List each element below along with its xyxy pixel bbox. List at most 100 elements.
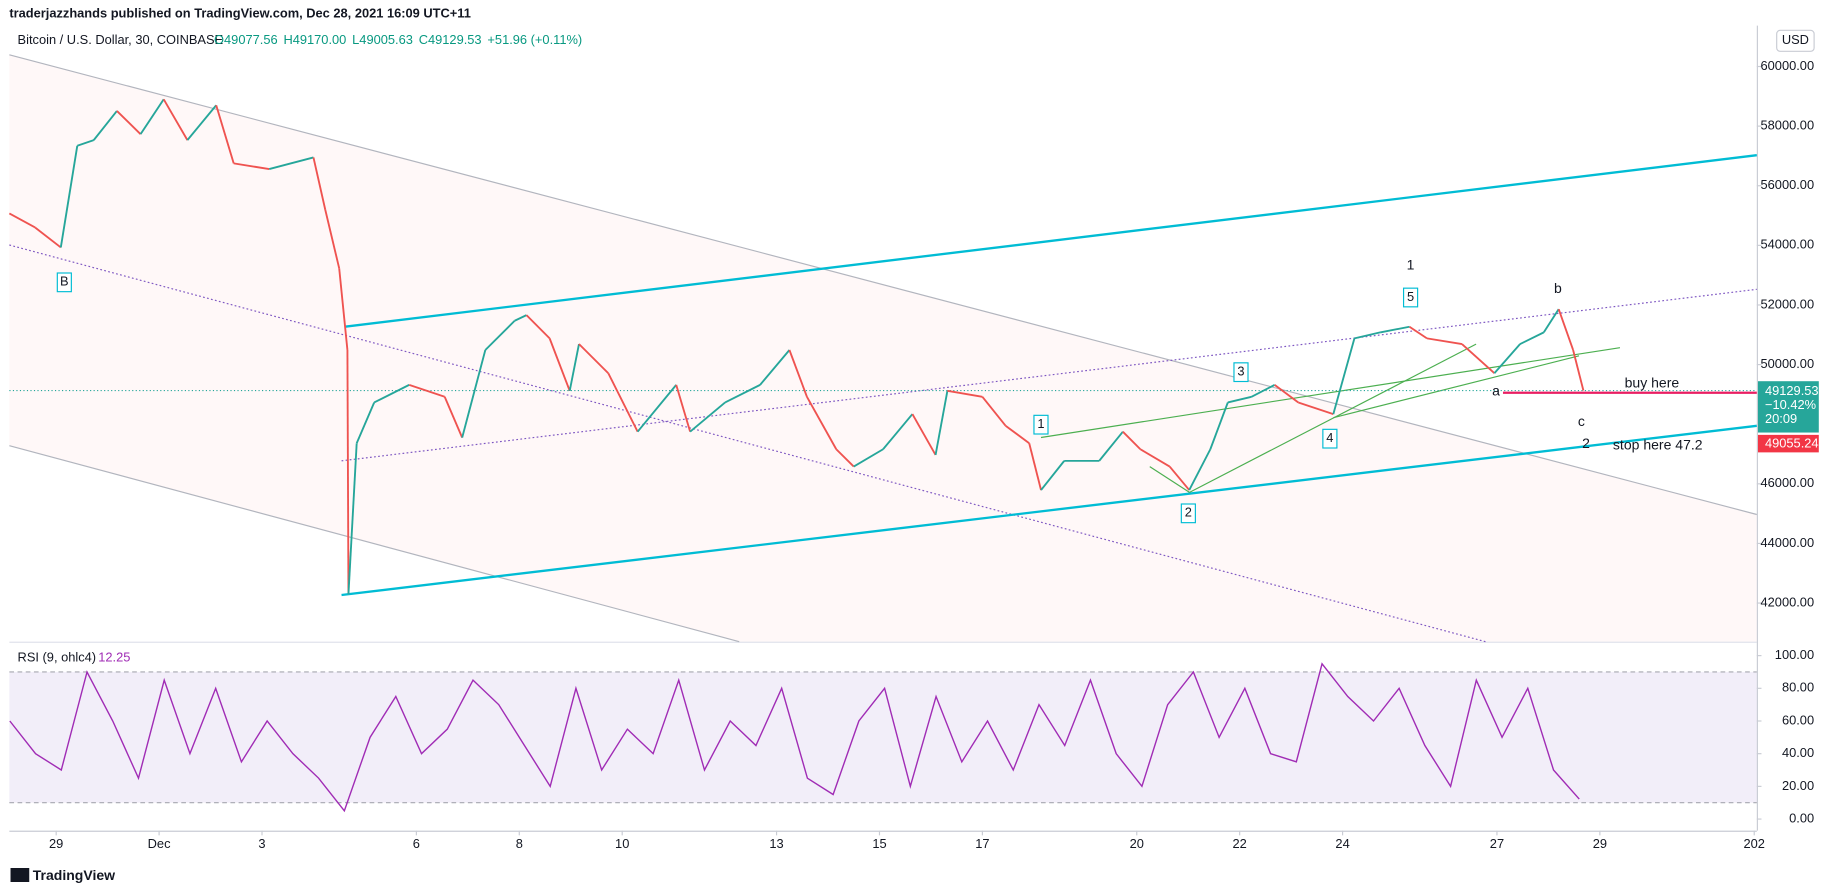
x-tick-label: 3 bbox=[258, 836, 265, 851]
price-segment bbox=[514, 314, 527, 322]
y-tick-label: 42000.00 bbox=[1761, 594, 1815, 609]
price-segment bbox=[1426, 337, 1463, 345]
ohlc-legend: O49077.56 H49170.00 L49005.63 C49129.53 +51.… bbox=[214, 32, 582, 47]
price-segment bbox=[1139, 448, 1171, 468]
price-segment bbox=[1408, 325, 1428, 340]
price-segment bbox=[139, 98, 165, 135]
price-segment bbox=[408, 383, 445, 398]
buy-price-box bbox=[1757, 434, 1819, 453]
price-segment bbox=[312, 157, 327, 211]
price-segment bbox=[1188, 448, 1212, 491]
price-segment bbox=[835, 448, 855, 468]
annotation: buy here bbox=[1625, 375, 1680, 391]
price-segment bbox=[578, 343, 609, 374]
brand: TradingView bbox=[33, 867, 115, 883]
price-segment bbox=[1227, 395, 1252, 404]
price-segment bbox=[1168, 465, 1190, 491]
y-tick-label: 46000.00 bbox=[1761, 475, 1815, 490]
x-tick-label: 22 bbox=[1233, 836, 1247, 851]
wave-label: 3 bbox=[1237, 364, 1244, 379]
price-segment bbox=[34, 226, 62, 249]
price-segment bbox=[1519, 331, 1545, 345]
last-price-box bbox=[1757, 381, 1819, 433]
price-segment bbox=[355, 402, 376, 444]
price-segment bbox=[981, 396, 1007, 427]
trend-line bbox=[9, 244, 1486, 643]
x-tick-label: 13 bbox=[769, 836, 783, 851]
price-segment bbox=[324, 209, 341, 269]
wave-box bbox=[56, 272, 72, 293]
price-segment bbox=[1209, 402, 1229, 450]
rsi-y-tick-label: 80.00 bbox=[1782, 680, 1814, 695]
y-tick-label: 56000.00 bbox=[1761, 177, 1815, 192]
rsi-y-tick-label: 0.00 bbox=[1789, 810, 1814, 825]
y-tick-label: 60000.00 bbox=[1761, 58, 1815, 73]
price-segment bbox=[76, 139, 95, 147]
wave-label: 1 bbox=[1037, 416, 1044, 431]
x-tick-label: 29 bbox=[1593, 836, 1607, 851]
price-segment bbox=[882, 413, 914, 450]
price-segment bbox=[1354, 331, 1381, 340]
annotation: 2 bbox=[1582, 435, 1590, 451]
price-segment bbox=[461, 349, 487, 438]
price-segment bbox=[443, 396, 464, 438]
trend-line bbox=[1189, 343, 1477, 493]
wave-label: 4 bbox=[1326, 430, 1333, 445]
publisher: traderjazzhands published on TradingView… bbox=[9, 5, 471, 20]
x-tick-label: 202 bbox=[1744, 836, 1765, 851]
price-segment bbox=[607, 372, 639, 433]
ohlc-value: C49129.53 bbox=[419, 32, 482, 47]
channel-line bbox=[344, 154, 1757, 328]
price-segment bbox=[233, 162, 270, 170]
price-segment bbox=[8, 212, 36, 229]
rsi-line bbox=[9, 662, 1580, 813]
x-tick-label: 24 bbox=[1335, 836, 1349, 851]
price-segment bbox=[1461, 343, 1496, 374]
annotation: b bbox=[1554, 280, 1562, 296]
price-segment bbox=[1040, 460, 1065, 491]
price-segment bbox=[911, 413, 937, 456]
price-segment bbox=[186, 104, 217, 141]
y-tick-label: 44000.00 bbox=[1761, 535, 1815, 550]
x-tick-label: 15 bbox=[872, 836, 886, 851]
annotation: a bbox=[1492, 383, 1500, 399]
rsi-last: 12.25 bbox=[98, 649, 130, 664]
price-segment bbox=[568, 343, 580, 392]
wave-box bbox=[1322, 428, 1338, 449]
trend-line bbox=[1149, 466, 1190, 493]
trend-line bbox=[341, 288, 1757, 462]
x-tick-label: 20 bbox=[1130, 836, 1144, 851]
y-tick-label: 50000.00 bbox=[1761, 356, 1815, 371]
price-segment bbox=[1557, 308, 1574, 351]
wave-box bbox=[1180, 503, 1196, 524]
price-segment bbox=[759, 349, 791, 386]
rsi-title: RSI (9, ohlc4) bbox=[18, 649, 97, 664]
price-segment bbox=[1028, 443, 1042, 491]
price-segment bbox=[1251, 384, 1276, 398]
wave-label: 5 bbox=[1407, 289, 1414, 304]
currency-box[interactable] bbox=[1776, 29, 1815, 52]
price-segment bbox=[268, 156, 314, 170]
price-segment bbox=[1098, 431, 1124, 462]
annotation: c bbox=[1578, 413, 1585, 429]
price-segment bbox=[806, 396, 838, 450]
price-segment bbox=[59, 145, 79, 248]
price-segment bbox=[675, 384, 692, 432]
last-price-change: −10.42% bbox=[1765, 397, 1816, 412]
price-segment bbox=[1379, 325, 1410, 334]
brand-logo bbox=[10, 868, 30, 882]
price-segment bbox=[1332, 338, 1356, 415]
trend-line bbox=[1333, 355, 1580, 419]
price-segment bbox=[373, 384, 410, 404]
last-price-label: 49129.53 bbox=[1765, 383, 1819, 398]
price-segment bbox=[1298, 401, 1334, 415]
price-segment bbox=[689, 401, 726, 433]
annotation: stop here 47.2 bbox=[1613, 436, 1703, 452]
price-segment bbox=[116, 110, 142, 135]
price-segment bbox=[934, 390, 949, 456]
price-segment bbox=[853, 448, 884, 468]
ohlc-value: L49005.63 bbox=[352, 32, 413, 47]
currency: USD bbox=[1782, 32, 1809, 47]
